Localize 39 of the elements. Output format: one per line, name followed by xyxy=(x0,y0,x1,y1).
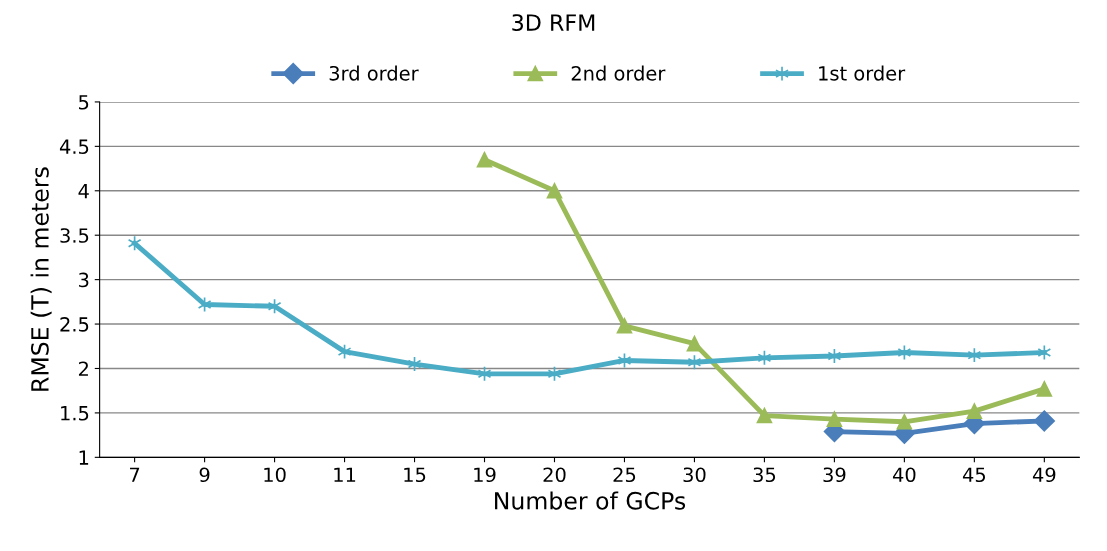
chart-title: 3D RFM xyxy=(512,14,595,31)
x-tick-label: 20 xyxy=(543,467,566,483)
x-tick-label: 10 xyxy=(264,467,286,483)
x-tick-label: 49 xyxy=(1032,467,1056,483)
legend-label: 3rd order xyxy=(329,65,419,81)
y-tick-label: 5 xyxy=(79,95,89,110)
y-tick-label: 4 xyxy=(78,183,89,199)
x-tick-label: 35 xyxy=(753,467,776,483)
point xyxy=(1033,410,1055,432)
point xyxy=(756,407,773,424)
legend-label: 2nd order xyxy=(571,65,666,81)
point xyxy=(896,414,913,430)
y-tick-label: 3 xyxy=(79,272,89,288)
x-tick-label: 45 xyxy=(962,467,986,483)
y-tick-label: 1.5 xyxy=(61,406,89,421)
y-tick-label: 1 xyxy=(79,450,89,465)
x-tick-label: 25 xyxy=(613,467,636,483)
y-tick-label: 2 xyxy=(78,361,88,376)
x-tick-label: 7 xyxy=(130,467,140,482)
x-tick-label: 30 xyxy=(683,467,706,483)
point xyxy=(476,151,493,168)
x-tick-label: 19 xyxy=(474,467,496,483)
legend-label: 1st order xyxy=(819,65,906,81)
x-axis-title: Number of GCPs xyxy=(495,491,686,510)
x-tick-label: 39 xyxy=(823,467,846,483)
point xyxy=(1036,381,1053,397)
point xyxy=(546,183,563,199)
y-tick-label: 4.5 xyxy=(59,139,89,155)
y-tick-label: 3.5 xyxy=(60,228,89,243)
y-axis-title: RMSE (T) in meters xyxy=(30,167,52,391)
x-tick-label: 15 xyxy=(404,467,426,483)
y-tick-label: 2.5 xyxy=(60,317,89,332)
point xyxy=(616,318,633,334)
x-tick-label: 11 xyxy=(334,467,356,482)
point xyxy=(826,411,843,427)
point xyxy=(966,403,983,419)
point xyxy=(686,335,703,352)
x-tick-label: 40 xyxy=(892,467,916,483)
x-tick-label: 9 xyxy=(199,467,210,483)
